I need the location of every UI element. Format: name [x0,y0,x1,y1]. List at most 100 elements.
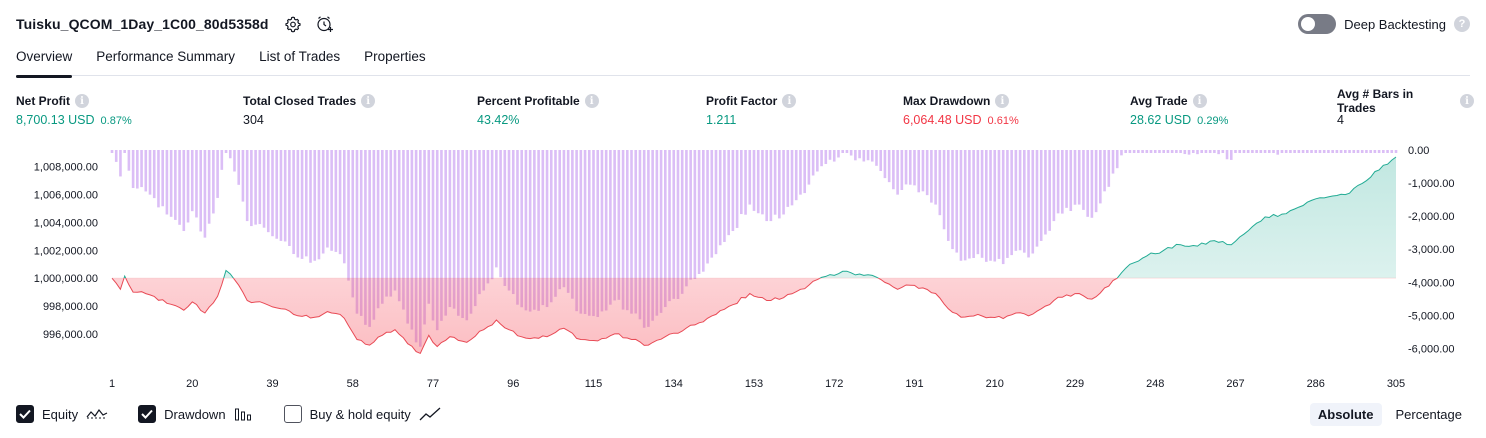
drawdown-bar [1336,150,1339,153]
drawdown-bar [1395,150,1398,153]
deep-backtesting-label: Deep Backtesting [1344,17,1446,32]
drawdown-bar [1188,150,1191,155]
drawdown-bar [867,150,870,160]
drawdown-bar [1145,150,1148,153]
tab-list-of-trades[interactable]: List of Trades [259,44,340,76]
drawdown-bar [955,150,958,253]
x-tick-label: 305 [1387,378,1405,390]
drawdown-bar [161,150,164,206]
drawdown-bar [250,150,253,226]
info-icon[interactable]: i [75,94,89,108]
drawdown-bar [567,150,570,293]
drawdown-bar [719,150,722,245]
drawdown-bar [1074,150,1077,205]
info-icon[interactable]: i [1193,94,1207,108]
drawdown-bar [964,150,967,260]
percentage-button[interactable]: Percentage [1388,403,1471,426]
buy-hold-checkbox[interactable] [284,405,302,423]
deep-backtesting-toggle[interactable] [1298,14,1336,34]
drawdown-bar [837,150,840,157]
drawdown-bar [1137,150,1140,153]
drawdown-bar [1158,150,1161,153]
drawdown-bar [618,150,621,300]
info-icon[interactable]: i [361,94,375,108]
drawdown-bar [858,150,861,158]
drawdown-bar [254,150,257,225]
drawdown-bar [170,150,173,217]
drawdown-bar [884,150,887,178]
drawdown-bar [1044,150,1047,234]
y2-tick-label: -4,000.00 [1408,277,1454,289]
drawdown-bar [301,150,304,259]
tab-performance-summary[interactable]: Performance Summary [96,44,235,76]
drawdown-bar [191,150,194,211]
drawdown-bar [1264,150,1267,153]
drawdown-bar [1348,150,1351,153]
drawdown-bar [1386,150,1389,153]
drawdown-bar [808,150,811,185]
drawdown-bar [512,150,515,294]
absolute-button[interactable]: Absolute [1310,403,1382,426]
drawdown-bar [875,150,878,166]
toggle-knob [1301,17,1315,31]
equity-checkbox[interactable] [16,405,34,423]
drawdown-bar [888,150,891,182]
gear-icon[interactable] [283,14,303,34]
drawdown-bar [1078,150,1081,205]
tab-overview[interactable]: Overview [16,44,72,76]
legend-equity[interactable]: Equity [16,405,108,423]
info-icon[interactable]: i [585,94,599,108]
legend-buy-hold[interactable]: Buy & hold equity [284,405,441,423]
drawdown-bar [195,150,198,217]
add-alert-icon[interactable] [315,14,335,34]
x-tick-label: 134 [665,378,683,390]
drawdown-bar [753,150,756,211]
drawdown-bar [1382,150,1385,153]
legend-label: Equity [42,407,78,422]
drawdown-checkbox[interactable] [138,405,156,423]
metric-profit-factor: Profit Factor i 1.211 [706,93,796,127]
drawdown-bar [495,150,498,267]
drawdown-bar [322,150,325,254]
drawdown-bar [943,150,946,229]
drawdown-bar [1124,150,1127,153]
drawdown-bar [1310,150,1313,153]
help-icon[interactable]: ? [1454,16,1470,32]
drawdown-bar [1209,150,1212,153]
drawdown-bar [947,150,950,241]
tab-properties[interactable]: Properties [364,44,426,76]
drawdown-bar [917,150,920,192]
drawdown-bar [727,150,730,235]
drawdown-bar [1255,150,1258,153]
drawdown-bar [1390,150,1393,153]
drawdown-bar [216,150,219,198]
metric-label: Total Closed Trades [243,94,356,108]
metric-percent: 0.61% [988,115,1019,127]
drawdown-bar [284,150,287,241]
drawdown-bar [351,150,354,297]
drawdown-bar [765,150,768,221]
drawdown-bar [166,150,169,214]
drawdown-bar [508,150,511,291]
drawdown-bar [702,150,705,272]
drawdown-bar [123,150,126,153]
drawdown-bar [744,150,747,215]
drawdown-bar [1268,150,1271,153]
info-icon[interactable]: i [782,94,796,108]
drawdown-bar [347,150,350,281]
drawdown-bar [225,150,228,153]
equity-drawdown-chart[interactable]: 996,000.00 998,000.00 1,000,000.00 1,002,00… [0,140,1486,396]
drawdown-bar [199,150,202,231]
legend-drawdown[interactable]: Drawdown [138,405,253,423]
x-tick-label: 39 [266,378,278,390]
x-tick-label: 191 [905,378,923,390]
drawdown-bar [1010,150,1013,255]
info-icon[interactable]: i [995,94,1009,108]
y2-tick-label: -1,000.00 [1408,178,1454,190]
x-tick-label: 267 [1226,378,1244,390]
drawdown-bar [208,150,211,224]
info-icon[interactable]: i [1460,94,1474,108]
drawdown-bar [267,150,270,232]
drawdown-bar [1065,150,1068,208]
drawdown-bar [1319,150,1322,153]
